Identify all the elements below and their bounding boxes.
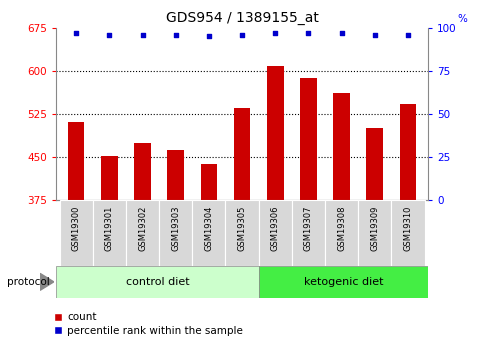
Text: GSM19301: GSM19301 <box>104 205 114 251</box>
Text: ketogenic diet: ketogenic diet <box>303 277 383 287</box>
Text: GSM19303: GSM19303 <box>171 205 180 251</box>
Point <box>138 32 146 37</box>
Bar <box>101 156 118 200</box>
Text: control diet: control diet <box>125 277 189 287</box>
Text: %: % <box>457 14 467 24</box>
Text: GSM19306: GSM19306 <box>270 205 279 251</box>
Point <box>403 32 411 37</box>
Text: protocol: protocol <box>7 277 50 287</box>
Point <box>337 30 345 36</box>
Text: GSM19300: GSM19300 <box>72 205 81 251</box>
Bar <box>325 200 357 266</box>
Point <box>171 32 179 37</box>
Bar <box>225 200 258 266</box>
Bar <box>399 104 415 200</box>
Bar <box>134 142 150 200</box>
Point <box>238 32 245 37</box>
Bar <box>333 92 349 200</box>
Title: GDS954 / 1389155_at: GDS954 / 1389155_at <box>165 11 318 25</box>
Bar <box>291 200 325 266</box>
Bar <box>56 266 259 298</box>
Bar <box>390 200 424 266</box>
Point <box>304 30 312 36</box>
Text: GSM19310: GSM19310 <box>403 205 411 251</box>
Point <box>72 30 80 36</box>
Polygon shape <box>40 273 54 290</box>
Bar <box>259 266 427 298</box>
Point <box>271 30 279 36</box>
Text: GSM19309: GSM19309 <box>369 205 379 251</box>
Bar <box>60 200 93 266</box>
Text: GSM19307: GSM19307 <box>304 205 312 251</box>
Text: GSM19304: GSM19304 <box>204 205 213 251</box>
Bar <box>125 200 159 266</box>
Bar <box>68 122 84 200</box>
Point <box>105 32 113 37</box>
Bar <box>192 200 225 266</box>
Bar <box>159 200 192 266</box>
Bar <box>266 66 283 200</box>
Bar <box>233 108 250 200</box>
Bar <box>167 150 183 200</box>
Point <box>370 32 378 37</box>
Bar <box>258 200 291 266</box>
Bar <box>93 200 125 266</box>
Text: GSM19308: GSM19308 <box>336 205 346 251</box>
Text: GSM19305: GSM19305 <box>237 205 246 251</box>
Bar <box>200 164 217 200</box>
Point <box>204 33 212 39</box>
Legend: count, percentile rank within the sample: count, percentile rank within the sample <box>49 308 246 340</box>
Bar <box>357 200 390 266</box>
Bar <box>300 78 316 200</box>
Text: GSM19302: GSM19302 <box>138 205 147 251</box>
Bar <box>366 128 382 200</box>
